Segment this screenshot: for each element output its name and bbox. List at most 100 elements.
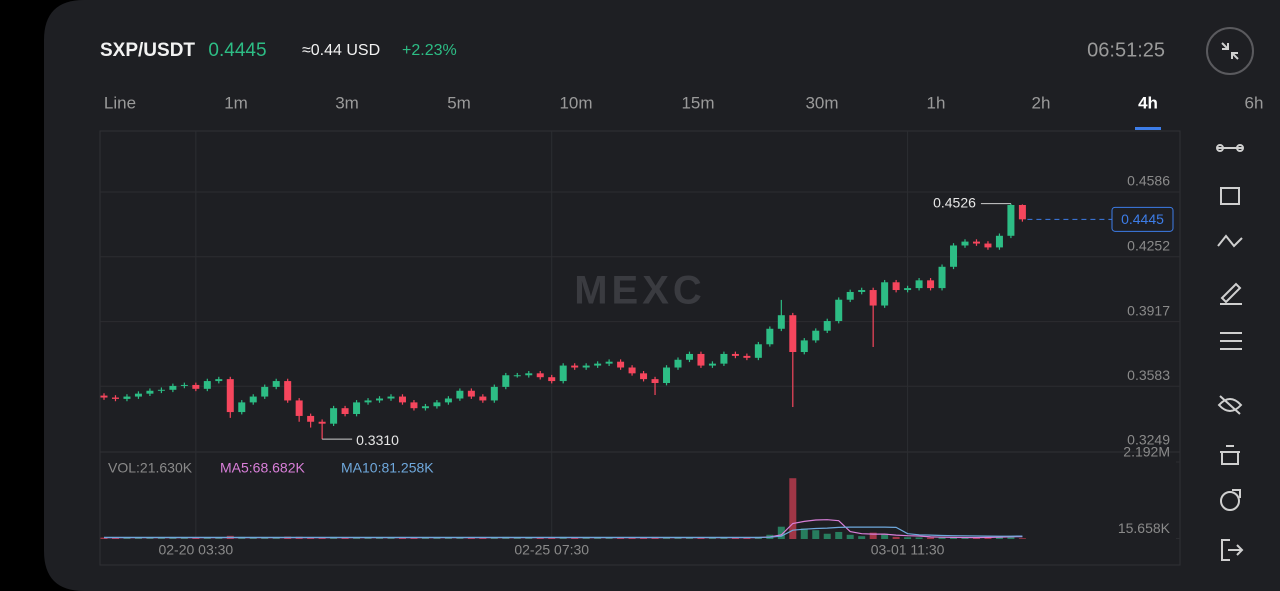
- tool-exit[interactable]: [1221, 539, 1244, 561]
- candle-body: [685, 353, 693, 360]
- volume-bar: [812, 530, 820, 539]
- timeframe-tab[interactable]: 5m: [447, 93, 471, 112]
- icon: [1220, 187, 1240, 205]
- candle-body: [100, 395, 108, 398]
- volume-bar: [904, 537, 912, 539]
- tool-delete[interactable]: [1220, 445, 1240, 465]
- volume-bar: [881, 533, 889, 539]
- icon: [1217, 234, 1243, 248]
- candle-body: [134, 393, 142, 397]
- tool-line[interactable]: [1216, 144, 1244, 152]
- volume-bar: [157, 537, 165, 539]
- volume-legend: VOL:21.630K: [108, 460, 193, 476]
- candle-body: [123, 396, 131, 399]
- timeframe-tab[interactable]: 1h: [927, 93, 946, 112]
- timeframe-tab[interactable]: Line: [104, 93, 136, 112]
- candle-body: [421, 406, 429, 409]
- icon: [1221, 539, 1244, 561]
- volume-bar: [479, 537, 487, 539]
- volume-bar: [134, 537, 142, 539]
- volume-bar: [708, 537, 716, 539]
- candle-body: [594, 363, 602, 366]
- volume-bar: [376, 537, 384, 539]
- candle-body: [157, 389, 165, 391]
- x-tick-label: 03-01 11:30: [871, 542, 945, 558]
- candle-body: [697, 353, 705, 366]
- tool-settings[interactable]: [1220, 332, 1242, 350]
- candle-body: [582, 365, 590, 368]
- volume-bar: [1018, 538, 1026, 539]
- clock: 06:51:25: [1087, 39, 1165, 61]
- volume-bar: [123, 537, 131, 539]
- timeframe-tab[interactable]: 10m: [559, 93, 592, 112]
- tool-visibility[interactable]: [1217, 395, 1243, 415]
- volume-bar: [858, 536, 866, 539]
- tool-share[interactable]: [1220, 489, 1241, 511]
- candle-body: [169, 385, 177, 390]
- candle-body: [823, 321, 831, 331]
- candle-body: [330, 408, 338, 424]
- volume-bar: [571, 537, 579, 539]
- candle-body: [433, 402, 441, 407]
- volume-bar: [341, 537, 349, 539]
- icon: [1216, 144, 1224, 152]
- tool-pen[interactable]: [1220, 282, 1242, 305]
- volume-bar: [398, 537, 406, 539]
- icon: [1220, 445, 1240, 465]
- price: 0.4445: [208, 40, 266, 61]
- low-label: 0.3310: [356, 432, 399, 448]
- volume-bar: [467, 537, 475, 539]
- timeframe-tab[interactable]: 4h: [1138, 93, 1158, 112]
- candle-body: [881, 282, 889, 306]
- volume-bar: [444, 537, 452, 539]
- panel: [44, 0, 1280, 591]
- candle-body: [146, 390, 154, 394]
- volume-bar: [433, 537, 441, 539]
- candle-body: [995, 235, 1003, 248]
- candle-body: [777, 315, 785, 329]
- candle-body: [341, 408, 349, 415]
- timeframe-tab[interactable]: 15m: [681, 93, 714, 112]
- toolbar: [1216, 144, 1244, 561]
- volume-bar: [111, 537, 119, 539]
- candle-body: [513, 375, 521, 377]
- icon: [1220, 282, 1242, 305]
- timeframe-tab[interactable]: 2h: [1032, 93, 1051, 112]
- candle-body: [1018, 204, 1026, 220]
- candle-body: [927, 280, 935, 289]
- candle-body: [663, 367, 671, 384]
- candle-body: [617, 361, 625, 368]
- candle-body: [284, 381, 292, 401]
- candle-body: [915, 280, 923, 289]
- volume-bar: [1007, 535, 1015, 539]
- timeframe-tab[interactable]: 1m: [224, 93, 248, 112]
- current-price-label: 0.4445: [1121, 211, 1164, 227]
- icon: [1220, 491, 1240, 511]
- candle-body: [364, 400, 372, 403]
- candle-body: [800, 340, 808, 353]
- volume-bar: [720, 537, 728, 539]
- volume-bar: [513, 537, 521, 539]
- timeframe-tab[interactable]: 3m: [335, 93, 359, 112]
- candle-body: [249, 396, 257, 403]
- volume-bar: [582, 537, 590, 539]
- icon: [1221, 42, 1239, 60]
- tool-wave[interactable]: [1217, 234, 1243, 248]
- y-tick-label: 0.3583: [1127, 367, 1170, 383]
- candle-body: [111, 397, 119, 399]
- volume-bar: [846, 534, 854, 539]
- timeframe-tab[interactable]: 30m: [805, 93, 838, 112]
- candle-body: [215, 379, 223, 382]
- candle-body: [708, 363, 716, 366]
- timeframe-tab[interactable]: 6h: [1245, 93, 1264, 112]
- exit-fullscreen-button[interactable]: [1206, 27, 1254, 75]
- candle-body: [743, 355, 751, 358]
- volume-bar: [100, 537, 108, 539]
- candle-body: [904, 288, 912, 291]
- candle-body: [536, 373, 544, 378]
- tool-shape[interactable]: [1220, 187, 1240, 205]
- active-tab-indicator: [1135, 127, 1161, 130]
- y-tick-label: 0.4252: [1127, 237, 1170, 253]
- volume-bar: [605, 537, 613, 539]
- volume-bar: [215, 537, 223, 539]
